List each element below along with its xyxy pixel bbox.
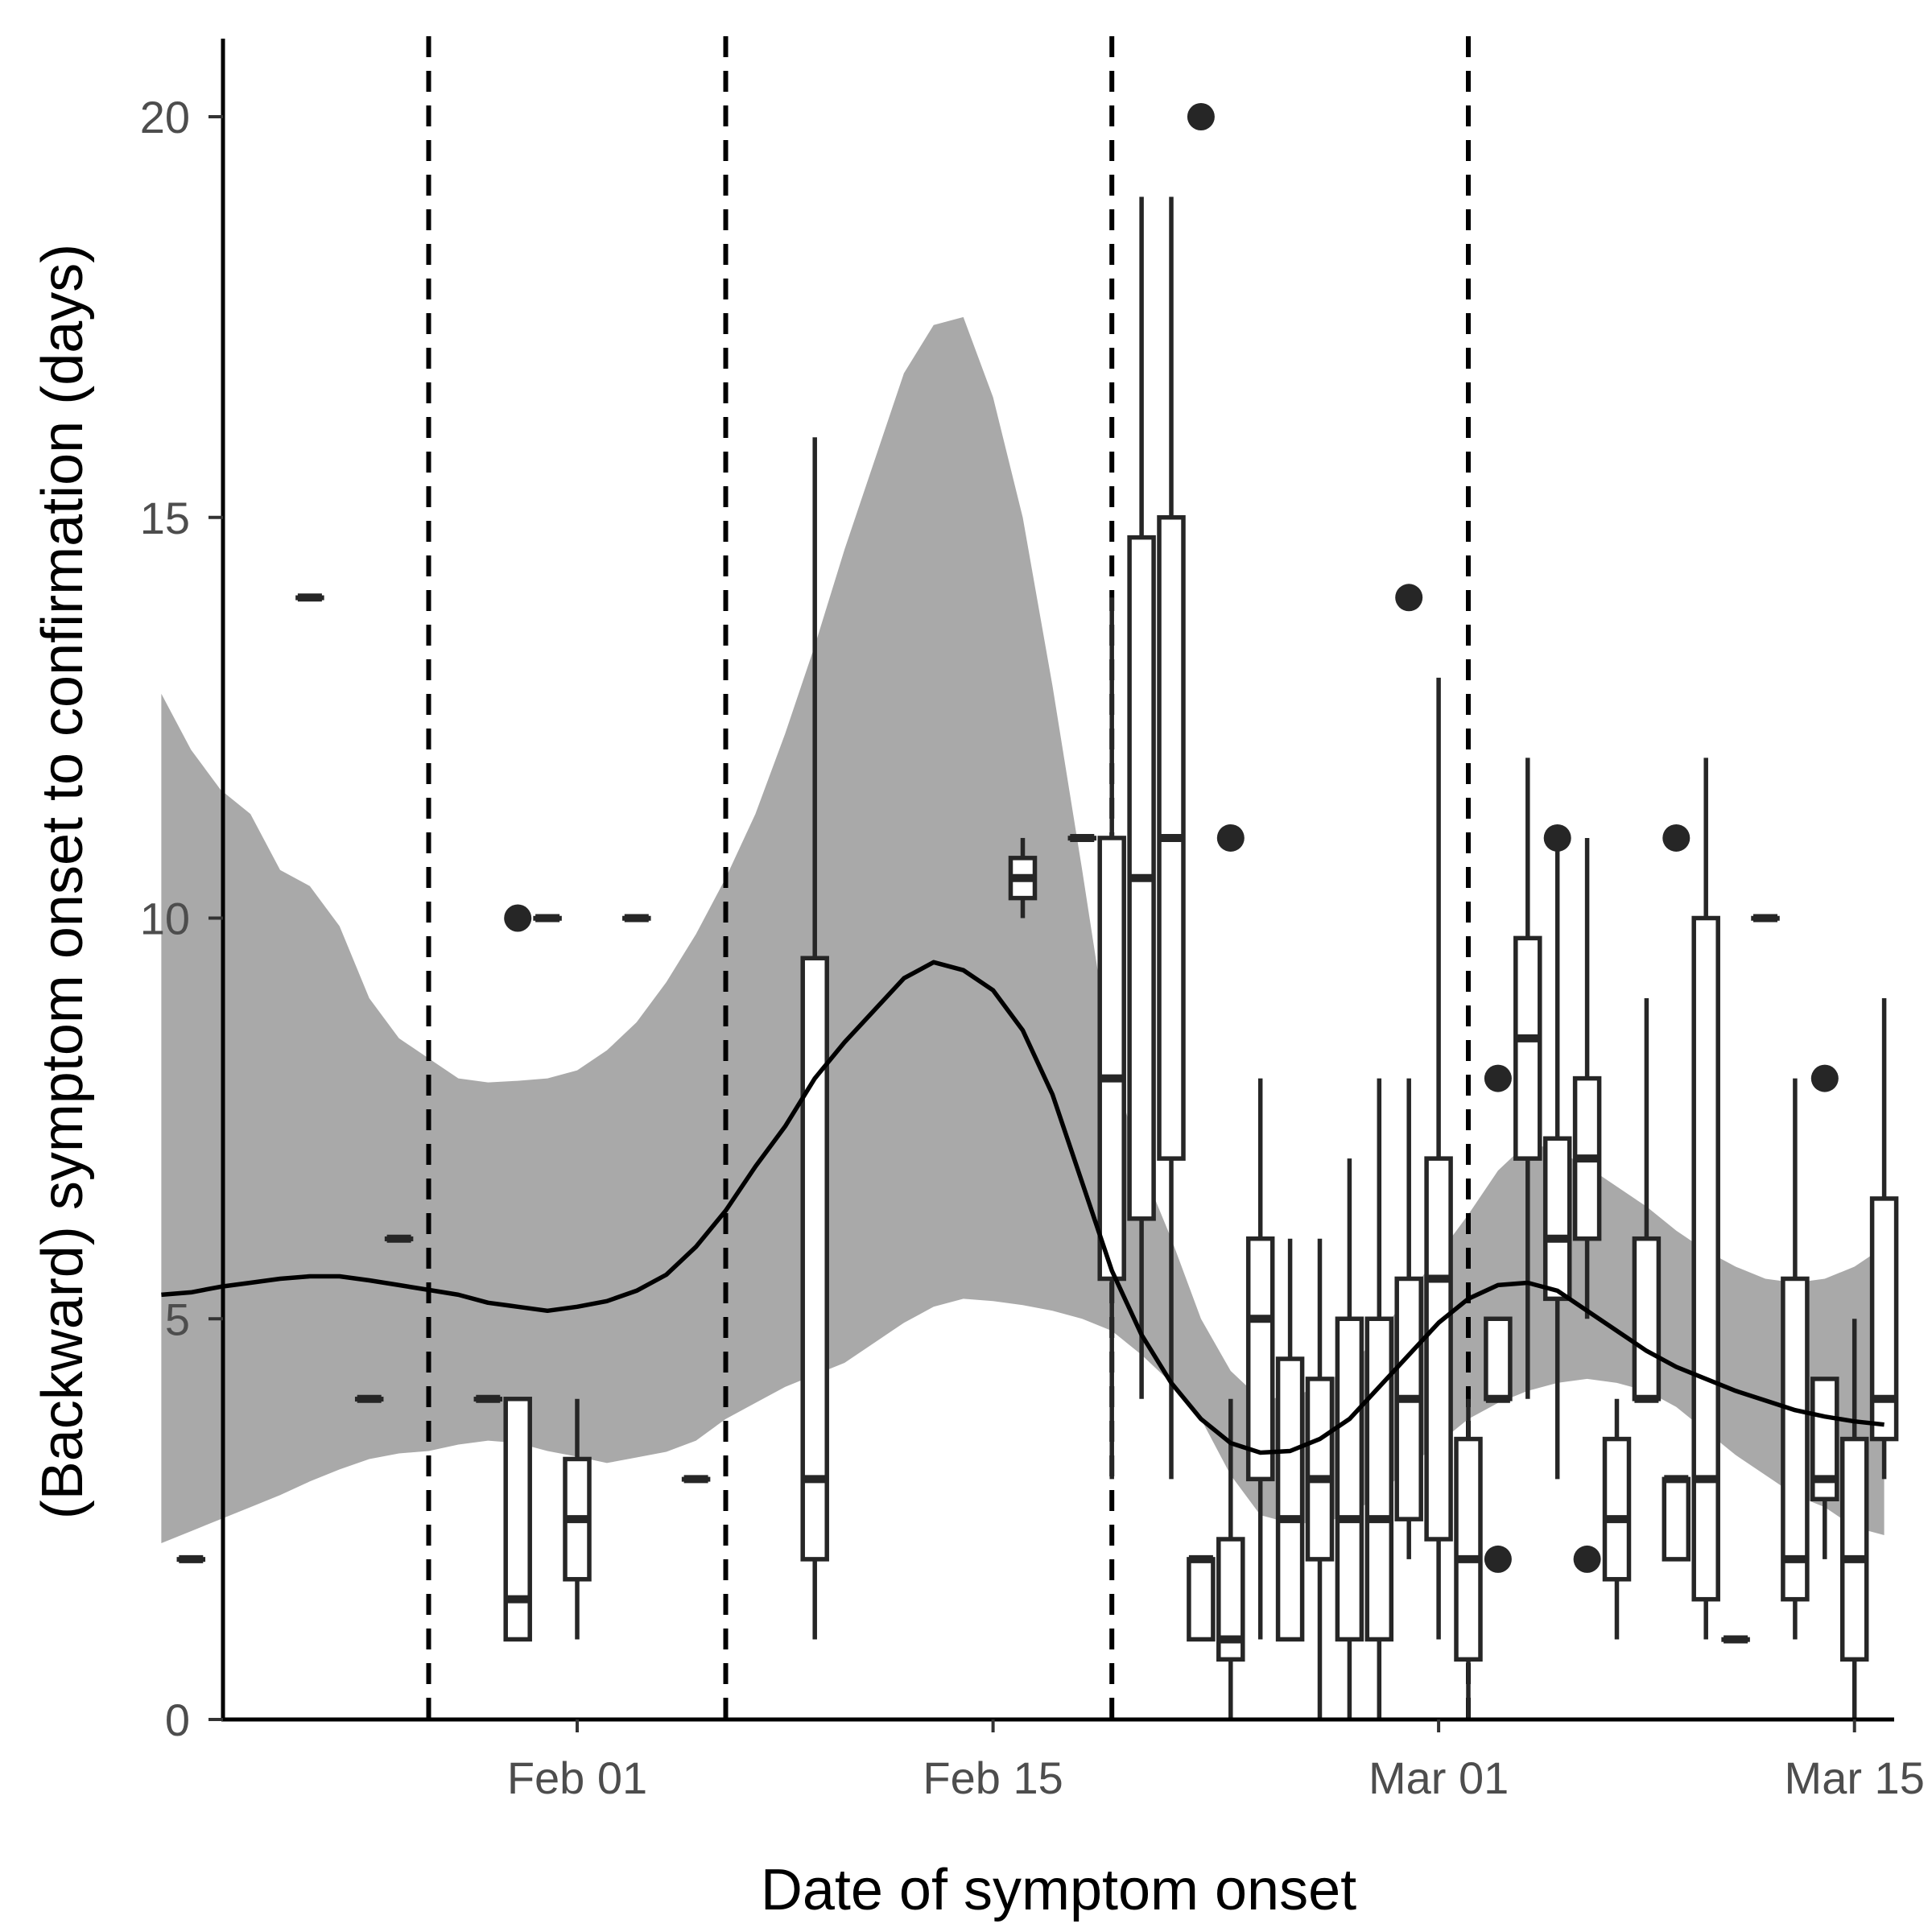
box — [1097, 836, 1126, 1282]
boxplot — [681, 1475, 711, 1484]
x-tick-label: Feb 15 — [923, 1752, 1063, 1803]
boxplot — [1245, 1078, 1275, 1640]
smooth-line-layer — [161, 960, 1885, 1455]
boxplot — [1187, 103, 1216, 1642]
boxplot — [1572, 837, 1602, 1573]
box — [1187, 1557, 1216, 1642]
boxplot — [563, 1398, 592, 1640]
y-tick-label: 0 — [165, 1695, 190, 1745]
axes-layer — [221, 39, 1894, 1722]
boxplot — [1364, 1078, 1394, 1719]
box — [1632, 1236, 1662, 1402]
boxplot — [503, 904, 532, 1642]
boxplots-layer — [176, 103, 1899, 1719]
y-axis-title: (Backward) symptom onset to confirmation… — [31, 244, 95, 1520]
boxplot — [1810, 1064, 1839, 1559]
box — [1245, 1236, 1275, 1482]
box — [1781, 1276, 1810, 1602]
outlier-point — [1662, 824, 1690, 852]
boxplot — [1275, 1238, 1305, 1642]
boxplot — [1632, 998, 1662, 1403]
y-tick-label: 5 — [165, 1294, 190, 1344]
box — [1484, 1316, 1513, 1402]
confidence-band-layer — [161, 316, 1885, 1543]
y-ticks-layer: 0 5 10 15 20 — [140, 92, 223, 1745]
boxplot — [1424, 677, 1453, 1640]
boxplot — [1157, 196, 1186, 1480]
outlier-point — [1395, 584, 1423, 612]
outlier-point — [1573, 1545, 1601, 1573]
boxplot — [1542, 824, 1572, 1480]
boxplot — [1216, 824, 1245, 1719]
x-ticks-layer: Feb 01 Feb 15 Mar 01 Mar 15 — [507, 1719, 1925, 1803]
x-tick-label: Feb 01 — [507, 1752, 647, 1803]
boxplot — [176, 1554, 206, 1563]
confidence-band — [161, 316, 1885, 1543]
y-tick-label: 10 — [140, 894, 190, 944]
outlier-point — [1484, 1545, 1512, 1573]
boxplot — [1602, 1398, 1632, 1640]
x-tick-label: Mar 01 — [1368, 1752, 1509, 1803]
box — [1424, 1156, 1453, 1542]
box — [1454, 1436, 1483, 1662]
boxplot — [1781, 1078, 1810, 1640]
boxplot — [473, 1394, 503, 1403]
outlier-point — [1484, 1064, 1512, 1092]
boxplot — [800, 437, 829, 1640]
boxplot — [384, 1234, 414, 1243]
outlier-point — [1810, 1064, 1839, 1092]
boxplot — [354, 1394, 384, 1403]
boxplot — [1305, 1238, 1335, 1719]
boxplot — [1721, 1635, 1750, 1644]
boxplot — [1662, 824, 1691, 1562]
boxplot — [1127, 196, 1156, 1399]
x-tick-label: Mar 15 — [1785, 1752, 1925, 1803]
boxplot — [1394, 584, 1423, 1559]
boxplot — [1097, 597, 1126, 1480]
boxplot — [1869, 998, 1899, 1480]
box — [1542, 1136, 1572, 1302]
x-axis-title: Date of symptom onset — [761, 1858, 1356, 1922]
box — [1602, 1436, 1632, 1582]
box — [1275, 1356, 1305, 1642]
boxplot — [1008, 837, 1038, 919]
smooth-line — [161, 960, 1885, 1455]
box — [1662, 1476, 1691, 1562]
boxplot — [1067, 833, 1097, 842]
outlier-point — [1187, 103, 1215, 130]
boxplot — [1454, 1398, 1483, 1719]
outlier-point — [1216, 824, 1245, 852]
boxplot — [1335, 1158, 1364, 1719]
outlier-point — [504, 904, 532, 932]
box — [1364, 1316, 1394, 1642]
y-tick-label: 15 — [140, 493, 190, 543]
box — [1335, 1316, 1364, 1642]
boxplot — [295, 593, 324, 602]
box — [1513, 935, 1542, 1161]
box — [1691, 915, 1720, 1602]
boxplot — [1839, 1319, 1869, 1719]
y-tick-label: 20 — [140, 92, 190, 142]
outlier-point — [1543, 824, 1571, 852]
boxplot — [1484, 1064, 1513, 1573]
box — [1305, 1377, 1335, 1562]
box — [800, 956, 829, 1562]
boxplot — [1691, 758, 1720, 1640]
boxplot — [1513, 758, 1542, 1399]
box — [1839, 1436, 1869, 1662]
